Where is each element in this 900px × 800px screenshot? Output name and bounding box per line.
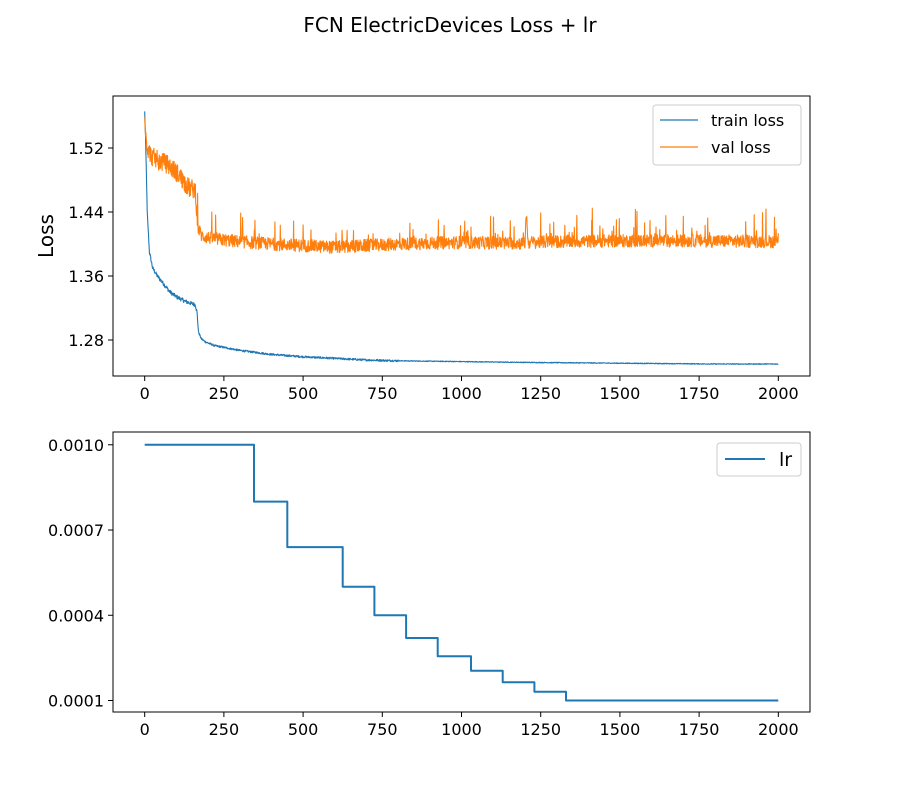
loss-plot: 0 250 500 750 1000 1250 1500 1750 2000 1.28 1.36 1.… (34, 95, 811, 403)
legend-label-train: train loss (711, 111, 784, 130)
chart-title: FCN ElectricDevices Loss + lr (303, 13, 597, 37)
loss-ytick-label: 1.36 (68, 267, 104, 286)
lr-xtick-label: 1750 (679, 720, 720, 739)
legend-label-val: val loss (711, 138, 771, 157)
loss-xtick-label: 500 (288, 384, 319, 403)
loss-xtick-label: 1750 (679, 384, 720, 403)
lr-xtick-label: 250 (209, 720, 240, 739)
loss-ytick-label: 1.44 (68, 203, 104, 222)
lr-plot: 0 250 500 750 1000 1250 1500 1750 2000 0.0001 0.00… (48, 431, 811, 739)
lr-ytick-label: 0.0004 (48, 606, 104, 625)
lr-legend: lr (716, 442, 802, 477)
loss-xtick-label: 1000 (441, 384, 482, 403)
loss-xtick-label: 1500 (600, 384, 641, 403)
lr-xtick-label: 1000 (441, 720, 482, 739)
loss-xtick-label: 1250 (520, 384, 561, 403)
loss-xtick-label: 750 (367, 384, 398, 403)
legend-label-lr: lr (779, 449, 792, 471)
lr-ytick-label: 0.0001 (48, 691, 104, 710)
series-line-train-loss (144, 111, 779, 365)
lr-xtick-label: 1250 (520, 720, 561, 739)
lr-ytick-label: 0.0010 (48, 436, 104, 455)
lr-xtick-label: 0 (140, 720, 150, 739)
lr-ytick-label: 0.0007 (48, 521, 104, 540)
lr-xtick-label: 2000 (758, 720, 799, 739)
loss-xtick-label: 2000 (758, 384, 799, 403)
loss-plot-frame (112, 95, 811, 377)
lr-xtick-label: 750 (367, 720, 398, 739)
lr-xtick-label: 1500 (600, 720, 641, 739)
lr-xtick-label: 500 (288, 720, 319, 739)
series-line-lr (144, 443, 779, 702)
loss-ytick-label: 1.28 (68, 331, 104, 350)
loss-xtick-label: 0 (140, 384, 150, 403)
loss-ytick-label: 1.52 (68, 139, 104, 158)
series-line-val-loss (144, 117, 779, 254)
loss-ylabel: Loss (34, 214, 58, 258)
loss-legend: train loss val loss (652, 104, 802, 166)
loss-xtick-label: 250 (209, 384, 240, 403)
lr-plot-frame (112, 431, 811, 713)
